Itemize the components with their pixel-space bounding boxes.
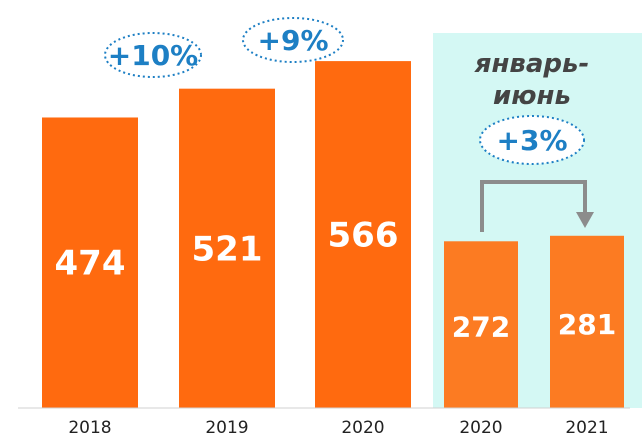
bar-2018 bbox=[42, 117, 138, 408]
growth-badge-2020: +9% bbox=[242, 17, 344, 63]
bar-value-label: 272 bbox=[452, 311, 510, 344]
bar-2020 bbox=[315, 61, 411, 409]
highlight-title-line2: июнь bbox=[493, 81, 571, 111]
bar-2020-halfyear bbox=[444, 241, 518, 408]
growth-label-2019: +10% bbox=[108, 39, 198, 72]
bar-2019 bbox=[179, 88, 275, 408]
x-tick-label: 2018 bbox=[68, 418, 111, 438]
x-tick-label: 2020 bbox=[459, 418, 502, 438]
growth-label-halfyear: +3% bbox=[497, 124, 568, 157]
bar-value-label: 281 bbox=[558, 308, 616, 341]
growth-badge-2019: +10% bbox=[104, 32, 202, 78]
bars-group: 474 2018 521 2019 566 2020 272 2020 281 2021 bbox=[42, 61, 624, 438]
bar-value-label: 566 bbox=[328, 216, 399, 256]
x-tick-label: 2019 bbox=[205, 418, 248, 438]
comparison-arrow bbox=[480, 180, 587, 232]
bar-value-label: 474 bbox=[55, 244, 126, 284]
bar-value-label: 521 bbox=[192, 229, 263, 269]
highlight-title-line1: январь- bbox=[474, 49, 590, 79]
x-tick-label: 2021 bbox=[565, 418, 608, 438]
growth-label-2020: +9% bbox=[258, 24, 329, 57]
comparison-arrowhead bbox=[576, 212, 594, 228]
bar-2021-halfyear bbox=[550, 235, 624, 408]
growth-badge-halfyear: +3% bbox=[479, 115, 585, 165]
x-tick-label: 2020 bbox=[341, 418, 384, 438]
